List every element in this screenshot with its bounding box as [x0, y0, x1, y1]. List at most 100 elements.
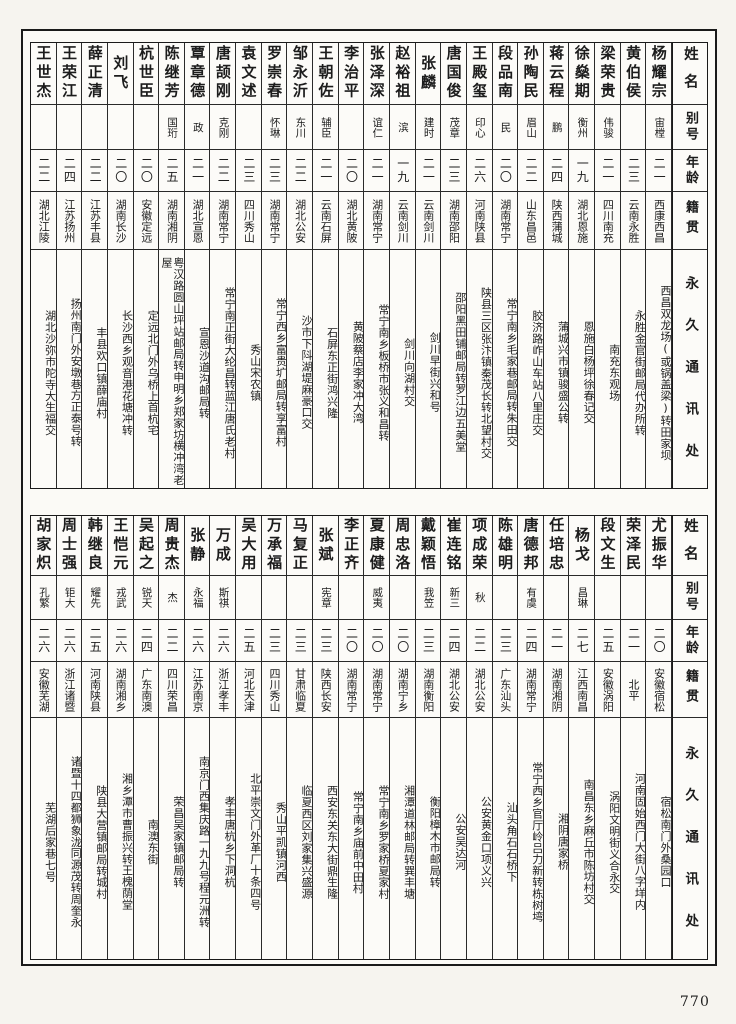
address-cell: 湘阴唐家桥 [556, 813, 569, 871]
name-cell: 覃章德 [184, 43, 210, 105]
address-cell: 常宁南乡罗家桥夏家村 [376, 784, 389, 900]
age-cell: 二七 [569, 620, 595, 662]
native-cell: 陕西蒲城 [543, 192, 569, 250]
address-cell: 扬州南门外安墩巷方正泰号转 [69, 298, 82, 447]
address-cell: 湖北沙弥市陀寺大生福交 [43, 309, 56, 436]
native-cell: 四川秀山 [261, 662, 287, 718]
name-cell: 夏康健 [364, 516, 389, 576]
person-column: 段品南 民 二〇 湖南常宁 常宁南乡毛家巷邮局转朱田交 [492, 43, 519, 488]
native-cell: 四川秀山 [236, 192, 261, 250]
person-column: 周忠洛 二〇 湖南宁乡 湘潭道林邮局转巽丰塘 [389, 516, 416, 959]
age-cell: 二一 [595, 150, 620, 192]
address-cell: 常宁南乡板桥市张义和昌转 [376, 303, 389, 442]
address-cell: 秀山平凯镇河西 [274, 801, 287, 883]
native-cell: 湖南常宁 [364, 662, 389, 718]
name-cell: 张泽深 [364, 43, 389, 105]
name-cell: 吴大用 [236, 516, 261, 576]
native-cell: 云南剑川 [389, 192, 415, 250]
address-cell: 南京门西集庆路一九九号程元洲转 [197, 756, 210, 928]
alias-cell: 斯祺 [210, 576, 236, 620]
native-cell: 湖南衡阳 [415, 662, 441, 718]
registry-table-top: 姓名 别号 年龄 籍贯 永久通讯处 杨耀宗 宙樘 二一 西康西昌 西昌双龙场(或… [30, 42, 708, 489]
age-cell: 二六 [210, 620, 236, 662]
person-column: 杭世臣 二〇 安徽定远 定远北门外乌桥上首杭宅 [133, 43, 160, 488]
name-cell: 李治平 [338, 43, 364, 105]
person-column: 黄伯侯 二三 云南永胜 永胜金官街邮局代办所转 [620, 43, 647, 488]
person-column: 任培忠 二一 湖南湘阴 湘阴唐家桥 [543, 516, 570, 959]
alias-cell [492, 576, 518, 620]
person-column: 尤振华 二〇 安徽宿松 宿松南门外桑园口 [646, 516, 672, 959]
age-cell: 二三 [620, 150, 646, 192]
header-alias: 别号 [673, 105, 707, 150]
age-cell: 二五 [82, 620, 107, 662]
address-cell: 陕县大营镇邮局转城村 [94, 784, 107, 900]
person-column: 胡家炽 孔繁 二六 安徽芜湖 芜湖后家巷七号 [30, 516, 57, 959]
native-cell: 湖南常宁 [364, 192, 389, 250]
native-cell: 湖南湘乡 [107, 662, 133, 718]
name-cell: 万成 [210, 516, 236, 576]
alias-cell: 锐天 [133, 576, 159, 620]
age-cell: 二〇 [364, 620, 389, 662]
native-cell: 湖南湘阴 [159, 192, 184, 250]
name-cell: 段文生 [595, 516, 620, 576]
address-cell: 沙市下阧湖堤麻豪口交 [300, 315, 313, 430]
address-cell: 宣恩沙道沟邮局转 [197, 326, 210, 419]
native-cell: 四川荣昌 [159, 662, 184, 718]
native-cell: 云南剑川 [415, 192, 441, 250]
age-cell: 二四 [56, 150, 82, 192]
native-cell: 云南石屏 [313, 192, 338, 250]
native-cell: 湖南常宁 [518, 662, 543, 718]
alias-cell [620, 576, 646, 620]
address-cell: 宿松南门外桑园口 [659, 796, 671, 888]
name-cell: 刘飞 [107, 43, 133, 105]
address-cell: 邵阳黑田铺邮局转罗江边五美堂 [453, 292, 466, 453]
person-column: 吴起之 锐天 二四 广东南澳 南澳东街 [133, 516, 160, 959]
age-cell: 二五 [595, 620, 620, 662]
address-cell: 陕县三区张汴镇秦茂长转北望村交 [479, 286, 492, 459]
alias-cell [543, 576, 569, 620]
alias-cell [620, 105, 646, 150]
address-cell: 定远北门外乌桥上首杭宅 [146, 309, 159, 436]
address-cell: 石屏东正街鸿兴隆 [325, 326, 338, 419]
native-cell: 安徽涡阳 [595, 662, 620, 718]
address-cell: 常宁西乡官厅岭吕力新转栋树塆 [530, 761, 543, 923]
age-cell: 二〇 [492, 150, 518, 192]
alias-cell: 克刚 [210, 105, 236, 150]
address-cell: 北平崇文门外革厂十条四号 [248, 773, 261, 911]
address-cell: 衡阳樟木市邮局转 [428, 796, 441, 888]
name-cell: 崔连铭 [441, 516, 466, 576]
alias-cell [389, 576, 415, 620]
address-cell: 常宁南乡庙前中田村 [351, 790, 364, 894]
native-cell: 湖南邵阳 [441, 192, 466, 250]
alias-cell: 民 [492, 105, 518, 150]
age-cell: 二一 [313, 150, 338, 192]
name-cell: 杭世臣 [133, 43, 159, 105]
person-column: 戴颖悟 我笠 二三 湖南衡阳 衡阳樟木市邮局转 [415, 516, 442, 959]
address-cell: 蒲城兴市镇骏盛公转 [556, 321, 569, 424]
person-column: 崔连铭 新三 二四 湖北公安 公安吴达河 [441, 516, 467, 959]
name-cell: 尤振华 [646, 516, 671, 576]
native-cell: 江苏南京 [184, 662, 210, 718]
name-cell: 荣泽民 [620, 516, 646, 576]
address-cell: 长沙西乡观音港花塘冲转 [120, 309, 133, 436]
alias-cell [646, 576, 671, 620]
person-column: 王殿玺 印心 二六 河南陕县 陕县三区张汴镇秦茂长转北望村交 [466, 43, 493, 488]
age-cell: 二一 [543, 620, 569, 662]
name-cell: 王恺元 [107, 516, 133, 576]
name-cell: 周贵杰 [159, 516, 184, 576]
header-age: 年龄 [673, 620, 707, 662]
person-column: 张泽深 谊仁 二一 湖南常宁 常宁南乡板桥市张义和昌转 [364, 43, 390, 488]
alias-cell [338, 105, 364, 150]
age-cell: 二三 [261, 150, 287, 192]
alias-cell [30, 105, 56, 150]
header-column: 姓名 别号 年龄 籍贯 永久通讯处 [672, 43, 707, 488]
name-cell: 袁文述 [236, 43, 261, 105]
age-cell: 二一 [620, 620, 646, 662]
address-cell: 粤汉路圆山坪站邮局转申明乡郑家坊横冲湾老屋 [159, 257, 184, 486]
person-column: 李正齐 二〇 湖南常宁 常宁南乡庙前中田村 [338, 516, 365, 959]
header-address: 永久通讯处 [682, 745, 699, 956]
alias-cell: 威夷 [364, 576, 389, 620]
native-cell: 湖南常宁 [261, 192, 287, 250]
age-cell: 二二 [159, 620, 184, 662]
address-cell: 常宁南正街大纶昌转蓝江唐氏老村 [223, 286, 236, 459]
